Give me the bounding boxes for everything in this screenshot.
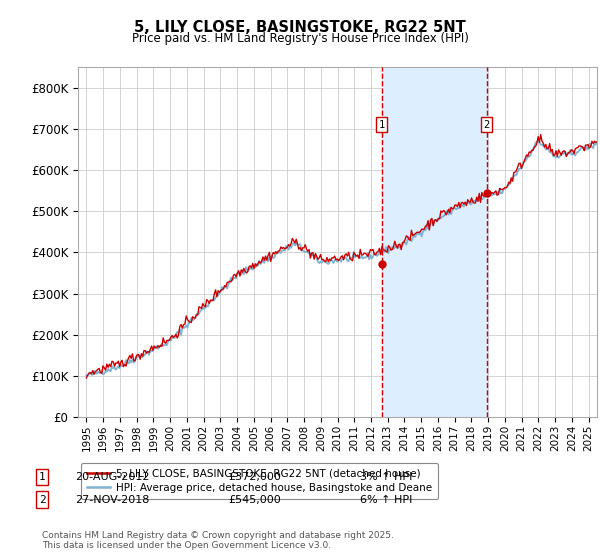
Bar <box>382 67 487 417</box>
Text: 5, LILY CLOSE, BASINGSTOKE, RG22 5NT: 5, LILY CLOSE, BASINGSTOKE, RG22 5NT <box>134 20 466 35</box>
Text: £372,000: £372,000 <box>228 472 281 482</box>
Text: £545,000: £545,000 <box>228 494 281 505</box>
Text: 2: 2 <box>38 494 46 505</box>
Legend: 5, LILY CLOSE, BASINGSTOKE, RG22 5NT (detached house), HPI: Average price, detac: 5, LILY CLOSE, BASINGSTOKE, RG22 5NT (de… <box>80 463 439 500</box>
Text: Price paid vs. HM Land Registry's House Price Index (HPI): Price paid vs. HM Land Registry's House … <box>131 32 469 45</box>
Text: 1: 1 <box>38 472 46 482</box>
Text: Contains HM Land Registry data © Crown copyright and database right 2025.
This d: Contains HM Land Registry data © Crown c… <box>42 531 394 550</box>
Text: 6% ↑ HPI: 6% ↑ HPI <box>360 494 412 505</box>
Text: 3% ↑ HPI: 3% ↑ HPI <box>360 472 412 482</box>
Text: 2: 2 <box>484 120 490 130</box>
Text: 27-NOV-2018: 27-NOV-2018 <box>75 494 149 505</box>
Text: 20-AUG-2012: 20-AUG-2012 <box>75 472 149 482</box>
Text: 1: 1 <box>379 120 385 130</box>
